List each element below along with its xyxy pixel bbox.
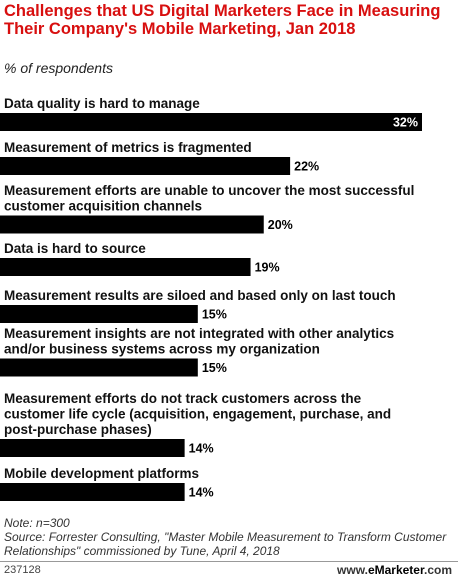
source-text: Source: Forrester Consulting, "Master Mo… bbox=[4, 530, 447, 558]
bar bbox=[0, 358, 198, 377]
brand-suffix: .com bbox=[423, 563, 452, 577]
bar bbox=[0, 439, 185, 457]
value-label: 22% bbox=[294, 160, 319, 174]
value-label: 19% bbox=[255, 261, 280, 275]
value-label: 14% bbox=[189, 486, 214, 500]
category-label: customer life cycle (acquisition, engage… bbox=[4, 407, 391, 422]
bar bbox=[0, 157, 291, 175]
category-label: post-purchase phases) bbox=[4, 422, 152, 437]
footer-divider bbox=[0, 561, 458, 562]
category-label: Measurement insights are not integrated … bbox=[4, 326, 394, 341]
category-label: Measurement efforts do not track custome… bbox=[4, 391, 362, 406]
value-label: 32% bbox=[393, 116, 418, 130]
category-label: Data quality is hard to manage bbox=[4, 96, 200, 111]
value-label: 14% bbox=[189, 442, 214, 456]
chart-subtitle: % of respondents bbox=[4, 60, 113, 76]
chart-title: Challenges that US Digital Marketers Fac… bbox=[4, 2, 441, 38]
value-label: 15% bbox=[202, 308, 227, 322]
value-label: 15% bbox=[202, 361, 227, 375]
chart-id: 237128 bbox=[4, 564, 41, 576]
category-label: customer acquisition channels bbox=[4, 199, 202, 214]
value-label: 20% bbox=[268, 218, 293, 232]
bar bbox=[0, 113, 422, 131]
chart-notes: Note: n=300 Source: Forrester Consulting… bbox=[4, 516, 458, 558]
category-label: Measurement results are siloed and based… bbox=[4, 288, 396, 303]
bar-chart: Data quality is hard to manage 32% Measure… bbox=[0, 96, 422, 501]
note-text: Note: n=300 bbox=[4, 516, 70, 530]
brand-prefix: www. bbox=[337, 563, 368, 577]
category-label: Measurement efforts are unable to uncove… bbox=[4, 183, 414, 198]
bar bbox=[0, 215, 264, 234]
brand-credit: www.eMarketer.com bbox=[337, 563, 452, 577]
bar bbox=[0, 305, 198, 323]
bar bbox=[0, 483, 185, 501]
category-label: and/or business systems across my organi… bbox=[4, 342, 320, 357]
category-label: Data is hard to source bbox=[4, 241, 146, 256]
bar bbox=[0, 258, 251, 276]
category-label: Measurement of metrics is fragmented bbox=[4, 140, 252, 155]
category-label: Mobile development platforms bbox=[4, 466, 199, 481]
brand-name: eMarketer bbox=[367, 563, 424, 577]
